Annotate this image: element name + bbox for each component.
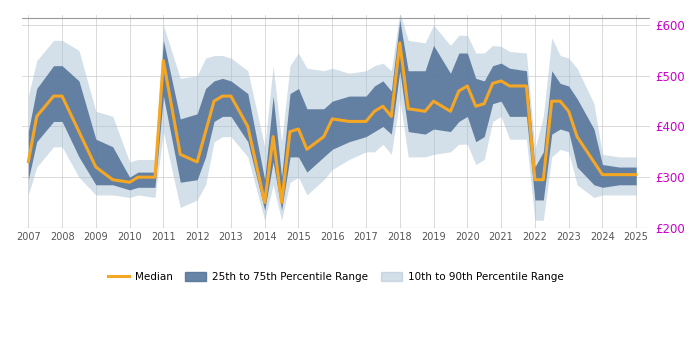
Median (632, 173, 640, 177)
Median (387, 114, 395, 118)
Median (472, 104, 480, 108)
Median (150, 175, 159, 179)
Median (395, 41, 404, 45)
Median (286, 130, 294, 134)
Legend: Median, 25th to 75th Percentile Range, 10th to 90th Percentile Range: Median, 25th to 75th Percentile Range, 1… (104, 268, 568, 287)
Median (260, 201, 269, 205)
Median (24, 160, 32, 164)
Median (421, 109, 429, 113)
Median (429, 99, 438, 103)
Line: Median: Median (28, 43, 636, 203)
